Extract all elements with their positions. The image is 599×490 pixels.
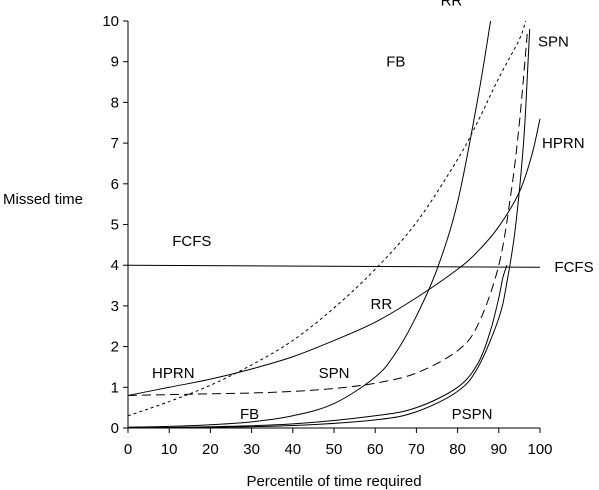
- y-tick-label: 0: [111, 420, 119, 437]
- x-tick-label: 70: [408, 441, 425, 458]
- curve-label-fb: FB: [386, 54, 405, 71]
- series-line-fcfs-solid: [127, 264, 541, 268]
- curve-label-hprn: HPRN: [152, 365, 195, 382]
- y-tick-label: 7: [111, 135, 119, 152]
- series-line-hprn-solid: [127, 118, 541, 396]
- curve-label-fb: FB: [240, 406, 259, 423]
- series-line-spn-dashed: [127, 29, 529, 396]
- curve-label-fcfs: FCFS: [554, 259, 593, 276]
- series-line-rr-dotted: [127, 20, 527, 417]
- y-tick-label: 2: [111, 339, 119, 356]
- curve-label-rr: RR: [371, 296, 393, 313]
- x-tick-label: 50: [326, 441, 343, 458]
- y-tick-label: 3: [111, 298, 119, 315]
- series-line-rr-solid: [127, 20, 492, 428]
- x-tick-label: 90: [490, 441, 507, 458]
- x-tick-label: 60: [367, 441, 384, 458]
- curve-label-fcfs: FCFS: [172, 233, 211, 250]
- y-tick-label: 4: [111, 257, 119, 274]
- y-tick-label: 9: [111, 54, 119, 71]
- y-tick-label: 1: [111, 379, 119, 396]
- series-line-pspn-solid: [127, 265, 508, 429]
- x-tick-label: 100: [527, 441, 552, 458]
- curve-label-hprn: HPRN: [542, 135, 585, 152]
- series-line-spn-solid: [127, 29, 531, 429]
- curve-labels: RR FB SPN HPRN FCFS FCFS RR HPRN SPN FB PSPN: [152, 0, 594, 423]
- x-tick-label: 30: [243, 441, 260, 458]
- x-tick-label: 40: [284, 441, 301, 458]
- curve-label-spn: SPN: [538, 33, 569, 50]
- x-tick-label: 0: [124, 441, 132, 458]
- plot-lines: [127, 20, 541, 429]
- x-axis-title: Percentile of time required: [246, 473, 421, 490]
- y-tick-label: 5: [111, 217, 119, 234]
- y-axis-title: Missed time: [3, 191, 83, 208]
- x-tick-label: 80: [449, 441, 466, 458]
- y-tick-label: 8: [111, 94, 119, 111]
- curve-label-pspn: PSPN: [452, 406, 493, 423]
- y-tick-label: 10: [102, 13, 119, 30]
- x-tick-label: 10: [161, 441, 178, 458]
- curve-label-spn: SPN: [319, 365, 350, 382]
- x-tick-label: 20: [202, 441, 219, 458]
- curve-label-rr: RR: [441, 0, 463, 10]
- y-tick-label: 6: [111, 176, 119, 193]
